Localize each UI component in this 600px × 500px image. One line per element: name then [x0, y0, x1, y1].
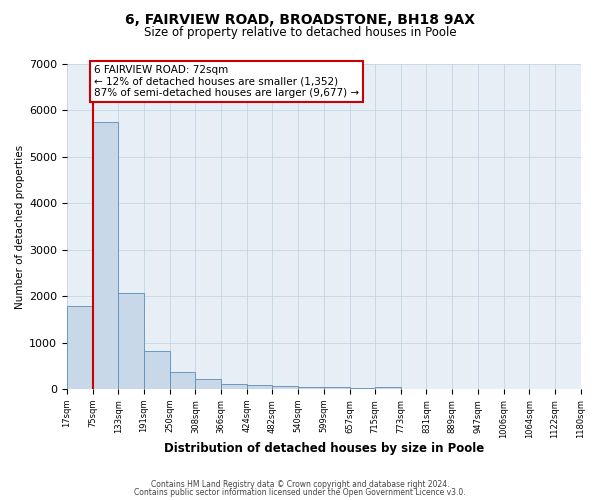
Text: Size of property relative to detached houses in Poole: Size of property relative to detached ho… [143, 26, 457, 39]
Bar [272, 386, 298, 389]
Bar [144, 351, 170, 389]
Text: 6 FAIRVIEW ROAD: 72sqm
← 12% of detached houses are smaller (1,352)
87% of semi-: 6 FAIRVIEW ROAD: 72sqm ← 12% of detached… [94, 65, 359, 98]
Bar [67, 306, 92, 389]
Bar [118, 294, 144, 389]
Text: 6, FAIRVIEW ROAD, BROADSTONE, BH18 9AX: 6, FAIRVIEW ROAD, BROADSTONE, BH18 9AX [125, 12, 475, 26]
X-axis label: Distribution of detached houses by size in Poole: Distribution of detached houses by size … [164, 442, 484, 455]
Bar [247, 384, 272, 389]
Bar [92, 122, 118, 389]
Bar [196, 379, 221, 389]
Bar [298, 387, 324, 389]
Text: Contains HM Land Registry data © Crown copyright and database right 2024.: Contains HM Land Registry data © Crown c… [151, 480, 449, 489]
Bar [324, 388, 350, 389]
Bar [375, 386, 401, 389]
Bar [350, 388, 375, 389]
Y-axis label: Number of detached properties: Number of detached properties [15, 144, 25, 308]
Bar [170, 372, 196, 389]
Bar [221, 384, 247, 389]
Text: Contains public sector information licensed under the Open Government Licence v3: Contains public sector information licen… [134, 488, 466, 497]
